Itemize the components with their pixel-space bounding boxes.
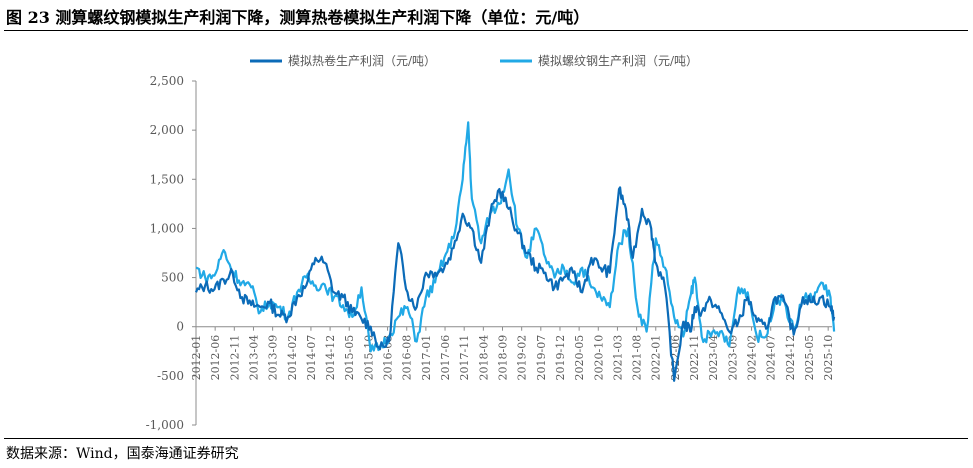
x-tick-label: 2018-09 [497,335,510,381]
x-tick-label: 2013-04 [247,335,260,381]
x-tick-label: 2016-08 [401,335,414,381]
y-tick-label: 0 [176,320,184,334]
y-tick-label: 2,500 [150,74,184,88]
x-tick-label: 2013-09 [267,335,280,381]
footer-rule [4,438,968,439]
x-tick-label: 2017-01 [420,335,433,381]
x-tick-label: 2022-06 [669,335,682,381]
x-tick-label: 2025-10 [822,335,835,381]
y-tick-label: 1,000 [150,221,184,235]
figure-title: 图 23 测算螺纹钢模拟生产利润下降，测算热卷模拟生产利润下降（单位：元/吨） [6,8,590,27]
x-tick-label: 2019-02 [516,335,529,381]
x-tick-label: 2019-07 [535,335,548,381]
x-tick-label: 2014-02 [286,335,299,381]
hot-rolled-profit-line [194,186,836,382]
y-tick-label: 500 [161,271,184,285]
x-tick-label: 2024-12 [784,335,797,381]
x-axis: 2012-01 2012-06 2012-11 2013-04 2013-09 2014-… [190,326,835,381]
y-tick-label: -500 [157,369,184,383]
x-tick-label: 2021-08 [631,335,644,381]
x-tick-label: 2025-05 [803,335,816,381]
y-tick-label: 2,000 [150,123,184,137]
x-tick-label: 2019-12 [554,335,567,381]
x-tick-label: 2018-04 [477,335,490,381]
x-tick-label: 2020-05 [573,335,586,381]
source-note: 数据来源：Wind，国泰海通证券研究 [6,446,239,462]
x-tick-label: 2017-11 [458,335,471,381]
chart-legend: 模拟热卷生产利润（元/吨） 模拟螺纹钢生产利润（元/吨） [250,53,698,68]
series-lines [194,121,836,382]
x-tick-label: 2017-06 [439,335,452,381]
x-tick-label: 2021-03 [611,335,624,381]
rebar-profit-line [195,121,836,353]
title-rule [4,30,968,31]
x-tick-label: 2020-10 [592,335,605,381]
x-tick-label: 2012-06 [209,335,222,381]
x-tick-label: 2014-12 [324,335,337,381]
x-tick-label: 2022-01 [650,335,663,381]
x-tick-label: 2022-11 [688,335,701,381]
x-tick-label: 2012-11 [228,335,241,381]
y-tick-label: 1,500 [150,172,184,186]
x-tick-label: 2015-05 [343,335,356,381]
y-tick-label: -1,000 [146,418,184,432]
x-tick-label: 2024-07 [765,335,778,381]
x-tick-label: 2012-01 [190,335,203,381]
x-tick-label: 2023-04 [707,335,720,381]
x-tick-label: 2014-07 [305,335,318,381]
legend-item-hot-rolled-label: 模拟热卷生产利润（元/吨） [288,53,436,68]
x-tick-label: 2024-02 [746,335,759,381]
legend-item-rebar-label: 模拟螺纹钢生产利润（元/吨） [538,54,698,68]
y-axis: -1,000 -500 0 500 1,000 1,500 2,000 2,500 [146,74,197,432]
